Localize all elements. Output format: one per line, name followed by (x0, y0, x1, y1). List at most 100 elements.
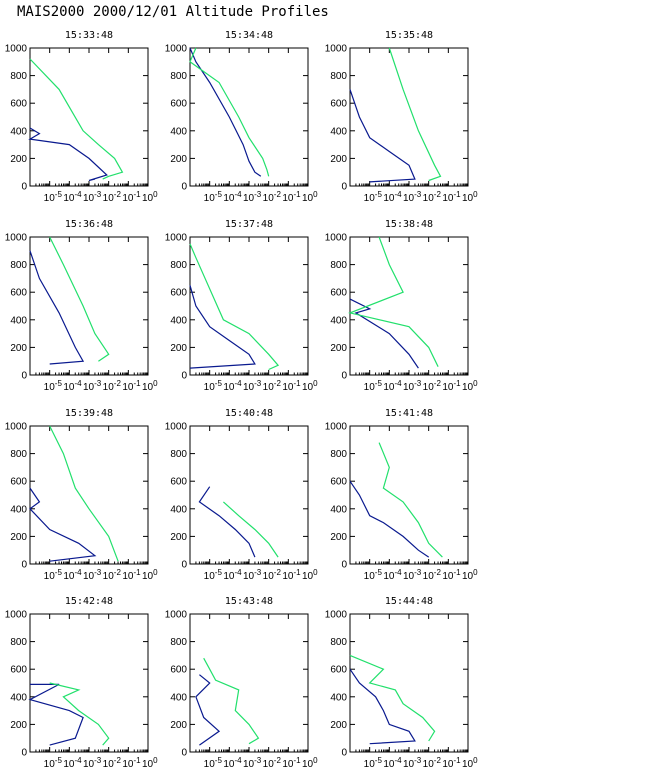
x-tick-label: 10-2 (103, 190, 122, 204)
y-tick-label: 800 (330, 71, 347, 82)
y-tick-label: 600 (330, 288, 347, 299)
y-tick-label: 800 (170, 637, 187, 648)
x-tick-label: 100 (142, 379, 158, 393)
series-1-line (29, 58, 124, 180)
y-tick-label: 0 (181, 371, 187, 382)
y-tick-label: 1000 (165, 233, 188, 244)
y-tick-label: 1000 (325, 422, 348, 433)
y-tick-label: 1000 (5, 610, 28, 621)
x-tick-label: 10-3 (83, 190, 102, 204)
x-tick-label: 100 (462, 190, 478, 204)
panel-subtitle: 15:41:48 (385, 408, 433, 419)
y-tick-label: 0 (181, 748, 187, 759)
y-tick-label: 400 (330, 126, 347, 137)
y-tick-label: 400 (10, 504, 27, 515)
x-tick-label: 10-1 (442, 379, 461, 393)
x-tick-label: 10-3 (243, 190, 262, 204)
x-tick-label: 10-3 (243, 756, 262, 770)
figure-title: MAIS2000 2000/12/01 Altitude Profiles (17, 4, 329, 20)
y-tick-label: 600 (170, 99, 187, 110)
series-1-line (349, 654, 436, 742)
y-tick-label: 200 (10, 720, 27, 731)
x-tick-label: 10-4 (63, 568, 82, 582)
x-tick-label: 10-4 (383, 379, 402, 393)
x-tick-label: 10-5 (364, 568, 383, 582)
y-tick-label: 200 (330, 532, 347, 543)
series-1-line (378, 442, 443, 558)
panel-subtitle: 15:39:48 (65, 408, 113, 419)
y-tick-label: 400 (170, 126, 187, 137)
y-tick-label: 800 (10, 71, 27, 82)
x-tick-label: 10-2 (423, 190, 442, 204)
y-tick-label: 1000 (5, 44, 28, 55)
y-tick-label: 1000 (5, 233, 28, 244)
y-tick-label: 1000 (325, 44, 348, 55)
y-tick-label: 400 (330, 692, 347, 703)
x-tick-label: 10-2 (423, 379, 442, 393)
series-0-line (349, 480, 430, 558)
series-1-line (49, 682, 110, 746)
y-tick-label: 1000 (165, 422, 188, 433)
x-tick-label: 10-5 (44, 568, 63, 582)
x-tick-label: 10-5 (364, 756, 383, 770)
x-tick-label: 100 (462, 568, 478, 582)
y-tick-label: 200 (10, 343, 27, 354)
y-tick-label: 0 (21, 371, 27, 382)
panel-subtitle: 15:35:48 (385, 30, 433, 41)
y-tick-label: 600 (10, 288, 27, 299)
x-tick-label: 10-1 (282, 568, 301, 582)
x-tick-label: 100 (462, 379, 478, 393)
y-tick-label: 0 (21, 560, 27, 571)
x-tick-label: 10-2 (263, 568, 282, 582)
x-tick-label: 10-3 (403, 379, 422, 393)
y-tick-label: 400 (10, 126, 27, 137)
x-tick-label: 10-4 (63, 190, 82, 204)
y-tick-label: 400 (330, 315, 347, 326)
x-tick-label: 10-4 (223, 190, 242, 204)
series-0-line (28, 683, 84, 746)
series-1-line (222, 501, 279, 558)
x-tick-label: 10-1 (282, 379, 301, 393)
y-tick-label: 1000 (165, 44, 188, 55)
y-tick-label: 400 (10, 692, 27, 703)
x-tick-label: 10-5 (204, 379, 223, 393)
y-tick-label: 800 (170, 71, 187, 82)
y-tick-label: 0 (21, 748, 27, 759)
x-tick-label: 10-5 (204, 190, 223, 204)
series-0-line (189, 285, 256, 369)
plot-frame (189, 613, 309, 753)
series-0-line (349, 298, 419, 369)
x-tick-label: 10-2 (423, 756, 442, 770)
y-tick-label: 800 (330, 260, 347, 271)
y-tick-label: 0 (341, 560, 347, 571)
x-tick-label: 100 (302, 379, 318, 393)
y-tick-label: 600 (10, 477, 27, 488)
panel-subtitle: 15:43:48 (225, 596, 273, 607)
x-tick-label: 10-4 (223, 756, 242, 770)
x-tick-label: 100 (142, 190, 158, 204)
x-tick-label: 10-4 (383, 756, 402, 770)
y-tick-label: 600 (330, 99, 347, 110)
x-tick-label: 10-1 (122, 379, 141, 393)
x-tick-label: 100 (462, 756, 478, 770)
y-tick-label: 200 (330, 720, 347, 731)
y-tick-label: 400 (330, 504, 347, 515)
y-tick-label: 400 (170, 692, 187, 703)
y-tick-label: 0 (341, 371, 347, 382)
panel-subtitle: 15:38:48 (385, 219, 433, 230)
y-tick-label: 200 (330, 154, 347, 165)
series-1-line (347, 236, 439, 367)
x-tick-label: 10-3 (403, 190, 422, 204)
plot-frame (29, 613, 149, 753)
panel-subtitle: 15:33:48 (65, 30, 113, 41)
y-tick-label: 0 (181, 182, 187, 193)
x-tick-label: 10-5 (204, 568, 223, 582)
panel-subtitle: 15:42:48 (65, 596, 113, 607)
x-tick-label: 10-5 (44, 756, 63, 770)
series-1-line (203, 657, 260, 745)
y-tick-label: 400 (170, 315, 187, 326)
x-tick-label: 10-5 (44, 379, 63, 393)
